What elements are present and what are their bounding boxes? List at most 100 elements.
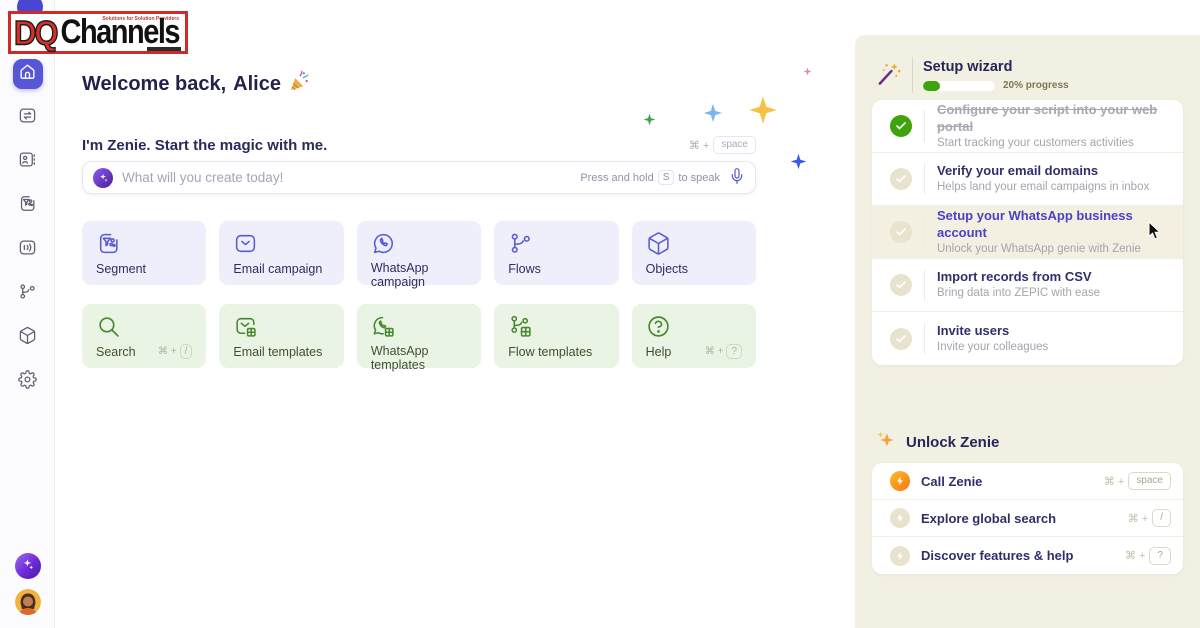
setup-checklist: Configure your script into your web port… — [872, 100, 1183, 365]
unlock-item-call-zenie[interactable]: Call Zenie ⌘ + space — [872, 463, 1183, 500]
checklist-item-verify-email[interactable]: Verify your email domains Helps land your… — [872, 153, 1183, 206]
sidebar-item-settings[interactable] — [13, 367, 43, 397]
page-title: Welcome back, Alice — [82, 70, 311, 99]
sidebar-item-objects[interactable] — [13, 323, 43, 353]
speak-hint-suffix: to speak — [678, 171, 720, 184]
checklist-subtitle: Unlock your WhatsApp genie with Zenie — [936, 242, 1141, 255]
whatsapp-template-icon — [371, 314, 467, 344]
card-segment[interactable]: Segment — [82, 221, 207, 285]
space-key-badge: space — [1128, 472, 1171, 490]
card-email-campaign[interactable]: Email campaign — [219, 221, 344, 285]
card-label: Flows — [508, 262, 541, 276]
logo-dq-text: DQ — [13, 12, 59, 53]
sparkle-icon — [21, 557, 35, 576]
sidebar-item-flows[interactable] — [13, 279, 43, 309]
card-flows[interactable]: Flows — [494, 221, 619, 285]
card-label: WhatsApp templates — [370, 344, 429, 372]
checklist-subtitle: Helps land your email campaigns in inbox — [937, 181, 1150, 194]
deco-star-pink — [803, 63, 812, 81]
slash-key-badge: / — [1152, 509, 1171, 527]
card-label: Objects — [645, 262, 689, 276]
cmd-mod-label: ⌘ + — [1124, 550, 1146, 562]
unlock-item-label: Call Zenie — [921, 473, 983, 489]
flow-template-icon — [508, 314, 604, 344]
sidebar-item-transfer[interactable] — [13, 103, 43, 133]
card-help[interactable]: Help ⌘ +? — [631, 304, 757, 368]
contact-card-icon — [18, 150, 37, 174]
deco-star-yellow — [748, 95, 778, 130]
flow-branch-icon — [18, 282, 37, 306]
card-whatsapp-templates[interactable]: WhatsApp templates — [356, 304, 482, 372]
zenie-intro-text: I'm Zenie. Start the magic with me. — [82, 136, 328, 154]
card-search[interactable]: Search ⌘ + / — [82, 304, 207, 368]
speak-hint: Press and hold S to speak — [580, 170, 720, 185]
card-objects[interactable]: Objects — [631, 221, 757, 285]
card-flow-templates[interactable]: Flow templates — [494, 304, 619, 368]
mic-button[interactable] — [729, 168, 745, 187]
bolt-icon — [890, 471, 910, 491]
progress-bar — [923, 80, 995, 91]
check-todo-icon — [890, 274, 912, 296]
unlock-zenie-card: Call Zenie ⌘ + space Explore global searc… — [872, 463, 1183, 574]
logo-url-bar — [147, 47, 181, 51]
card-email-templates[interactable]: Email templates — [219, 304, 344, 368]
check-todo-icon — [890, 168, 912, 190]
progress-fill — [923, 80, 940, 91]
primary-actions-row: Segment Email campaign WhatsApp campaign… — [82, 221, 757, 289]
email-icon — [233, 231, 329, 261]
sidebar-item-campaigns[interactable] — [13, 235, 43, 265]
zenie-prompt-bar[interactable]: Press and hold S to speak — [82, 161, 756, 194]
sidebar-item-home[interactable] — [12, 59, 43, 89]
bolt-icon — [890, 545, 910, 566]
logo-channels-text: Channels — [60, 13, 181, 52]
question-key-badge: ? — [1149, 546, 1171, 565]
checklist-subtitle: Start tracking your customers activities — [936, 136, 1134, 149]
unlock-item-global-search[interactable]: Explore global search ⌘ + / — [872, 500, 1183, 537]
search-shortcut: ⌘ + / — [158, 344, 193, 359]
cmd-mod-label: ⌘ + — [1103, 475, 1125, 488]
sidebar — [0, 0, 55, 628]
welcome-user-name: Alice — [233, 73, 281, 95]
unlock-item-features-help[interactable]: Discover features & help ⌘ +? — [872, 537, 1183, 574]
help-icon — [646, 314, 742, 344]
sidebar-item-contacts[interactable] — [13, 147, 43, 177]
home-icon — [18, 62, 37, 86]
checklist-item-import-csv[interactable]: Import records from CSV Bring data into Z… — [872, 259, 1183, 312]
email-template-icon — [233, 314, 329, 344]
party-popper-icon — [288, 70, 311, 99]
s-key-badge: S — [657, 170, 675, 185]
segment-funnel-icon — [96, 231, 192, 261]
cmd-mod-label: ⌘ + — [688, 139, 710, 152]
deco-star-green — [643, 113, 656, 131]
sparkles-icon — [875, 429, 897, 456]
unlock-item-label: Explore global search — [921, 510, 1057, 526]
checklist-title: Verify your email domains — [937, 163, 1099, 179]
checklist-title: Setup your WhatsApp business account — [936, 207, 1133, 241]
card-label: Flow templates — [508, 345, 593, 359]
prompt-input[interactable] — [122, 170, 572, 185]
user-avatar[interactable] — [14, 589, 41, 615]
slash-key-badge: / — [179, 344, 193, 359]
divider — [924, 322, 925, 355]
progress-label: 20% progress — [1003, 80, 1069, 91]
checklist-item-invite-users[interactable]: Invite users Invite your colleagues — [872, 312, 1183, 365]
zenie-assistant-button[interactable] — [14, 553, 41, 579]
card-label: Help — [645, 344, 672, 359]
shortcut: ⌘ +? — [1124, 546, 1171, 565]
broadcast-icon — [18, 238, 37, 262]
cube-icon — [18, 326, 37, 350]
unlock-zenie-header: Unlock Zenie — [875, 429, 999, 456]
shortcut: ⌘ + / — [1128, 509, 1171, 527]
card-label: WhatsApp campaign — [370, 261, 429, 289]
speak-hint-prefix: Press and hold — [580, 171, 654, 184]
cmd-mod-label: ⌘ + — [704, 346, 724, 357]
checklist-item-configure-script[interactable]: Configure your script into your web port… — [872, 100, 1183, 153]
zenie-shortcut: ⌘ + space — [689, 136, 756, 154]
shortcut: ⌘ + space — [1104, 472, 1171, 490]
magic-wand-icon — [875, 58, 902, 93]
sidebar-item-segments[interactable] — [13, 191, 43, 221]
checklist-item-whatsapp-account[interactable]: Setup your WhatsApp business account Unlo… — [872, 206, 1183, 259]
card-whatsapp-campaign[interactable]: WhatsApp campaign — [356, 221, 482, 289]
gear-icon — [18, 370, 37, 394]
